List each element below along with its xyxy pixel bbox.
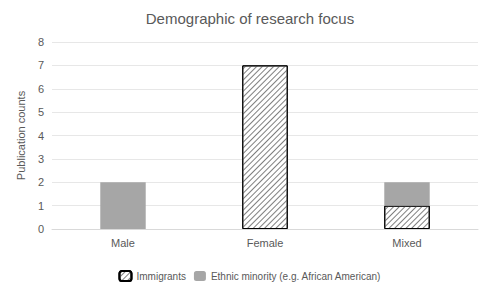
svg-text:6: 6 [38,83,44,95]
svg-text:5: 5 [38,106,44,118]
svg-text:2: 2 [38,176,44,188]
svg-text:7: 7 [38,59,44,71]
svg-text:0: 0 [38,223,44,235]
svg-text:Immigrants: Immigrants [136,271,185,282]
svg-text:8: 8 [38,36,44,48]
svg-text:1: 1 [38,200,44,212]
svg-text:4: 4 [38,130,44,142]
svg-text:Mixed: Mixed [392,237,421,249]
svg-text:3: 3 [38,153,44,165]
svg-text:Demographic of research focus: Demographic of research focus [146,10,354,27]
svg-text:Male: Male [111,237,135,249]
svg-text:Ethnic minority (e.g. African: Ethnic minority (e.g. African American) [211,271,381,282]
svg-text:Publication counts: Publication counts [15,90,27,180]
svg-text:Female: Female [247,237,284,249]
